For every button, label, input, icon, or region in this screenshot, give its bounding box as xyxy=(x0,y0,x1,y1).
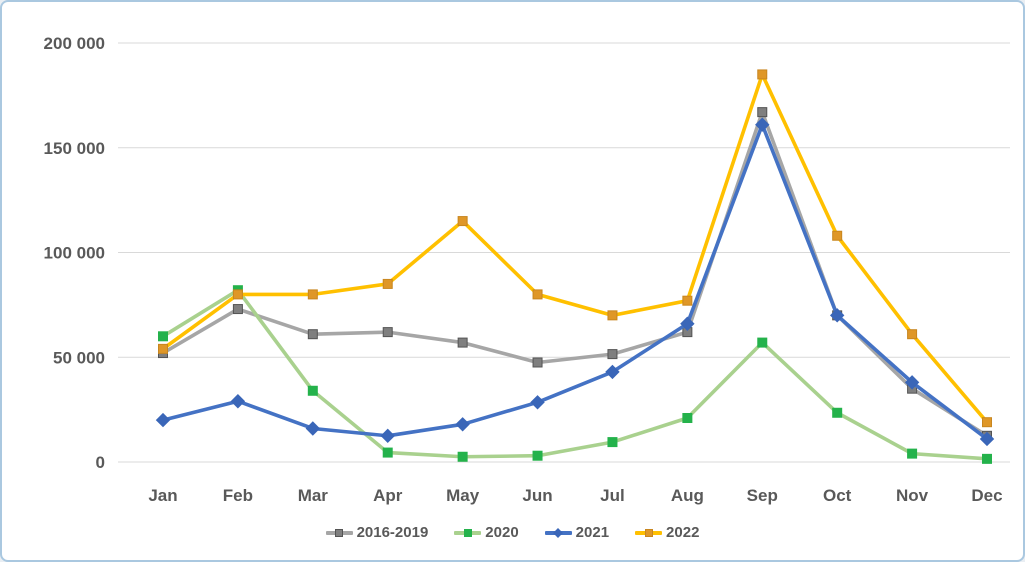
data-point xyxy=(307,385,318,396)
legend-diamond-marker-icon xyxy=(553,527,564,538)
data-point xyxy=(230,394,246,409)
x-tick-label: Jan xyxy=(148,486,177,505)
data-point xyxy=(532,357,543,368)
data-point xyxy=(832,230,843,241)
y-tick-label: 0 xyxy=(96,453,105,472)
data-point xyxy=(158,331,168,342)
data-point xyxy=(979,431,995,447)
legend-item-2020[interactable]: 2020 xyxy=(454,524,519,541)
legend-item-2022[interactable]: 2022 xyxy=(635,524,699,541)
data-point xyxy=(907,329,918,340)
x-tick-label: Dec xyxy=(971,486,1002,505)
series-2020-line xyxy=(161,288,989,461)
y-tick-label: 200 000 xyxy=(44,34,105,53)
data-point xyxy=(682,295,693,306)
data-point xyxy=(158,343,168,354)
data-point xyxy=(530,395,545,410)
data-point xyxy=(829,308,845,323)
legend-line-swatch xyxy=(544,527,572,538)
data-point xyxy=(607,310,618,321)
y-axis-tick-labels: 0 50 000 100 000 150 000 200 000 xyxy=(44,34,105,472)
data-point xyxy=(532,289,543,300)
legend-line-swatch xyxy=(325,528,353,537)
y-tick-label: 50 000 xyxy=(53,348,105,367)
data-point xyxy=(457,451,468,462)
data-point xyxy=(607,437,618,448)
data-point xyxy=(757,337,768,348)
legend-square-marker-icon xyxy=(463,528,472,537)
legend-square-marker-icon xyxy=(644,528,653,537)
data-point xyxy=(605,364,620,380)
data-point xyxy=(155,412,171,428)
legend-label: 2020 xyxy=(485,524,519,541)
legend-label: 2016-2019 xyxy=(356,524,429,541)
data-point xyxy=(457,216,468,227)
x-tick-label: Oct xyxy=(823,486,852,505)
x-tick-label: Jun xyxy=(522,486,552,505)
x-tick-label: Apr xyxy=(373,486,403,505)
data-point xyxy=(305,421,321,436)
y-tick-label: 100 000 xyxy=(44,244,105,263)
data-point xyxy=(832,407,843,418)
data-point xyxy=(907,448,918,459)
series-2022-line xyxy=(161,72,989,424)
data-point xyxy=(982,453,992,464)
y-tick-label: 150 000 xyxy=(44,139,105,158)
x-axis-tick-labels: Jan Feb Mar Apr May Jun Jul Aug Sep Oct Nov Dec xyxy=(148,486,1002,505)
chart-legend: 2016-2019 2020 2021 2022 xyxy=(2,524,1023,541)
data-point xyxy=(755,117,770,132)
data-point xyxy=(232,289,243,300)
plot-area xyxy=(155,69,995,464)
legend-line-swatch xyxy=(635,528,663,537)
legend-square-marker-icon xyxy=(335,528,344,537)
series-2021-line xyxy=(161,122,989,441)
gridlines xyxy=(118,42,1010,463)
data-point xyxy=(982,417,992,428)
data-point xyxy=(682,413,693,424)
legend-label: 2021 xyxy=(575,524,610,541)
data-point xyxy=(757,107,768,118)
data-point xyxy=(607,349,618,360)
x-tick-label: Aug xyxy=(671,486,704,505)
legend-item-2021[interactable]: 2021 xyxy=(544,524,610,541)
data-point xyxy=(457,337,468,348)
data-point xyxy=(680,316,695,331)
data-point xyxy=(757,69,768,80)
data-point xyxy=(380,428,395,444)
data-point xyxy=(382,327,393,338)
data-point xyxy=(904,375,920,390)
x-tick-label: Nov xyxy=(896,486,929,505)
x-tick-label: Mar xyxy=(298,486,329,505)
x-tick-label: Jul xyxy=(600,486,625,505)
data-point xyxy=(382,447,393,458)
data-point xyxy=(307,289,318,300)
x-tick-label: Sep xyxy=(747,486,778,505)
data-point xyxy=(232,304,243,315)
data-point xyxy=(382,278,393,289)
legend-line-swatch xyxy=(454,528,482,537)
data-point xyxy=(455,417,470,432)
data-point xyxy=(307,329,318,340)
x-tick-label: May xyxy=(446,486,480,505)
legend-label: 2022 xyxy=(666,524,700,541)
data-point xyxy=(532,450,543,461)
legend-item-2016-2019[interactable]: 2016-2019 xyxy=(325,524,429,541)
x-tick-label: Feb xyxy=(223,486,253,505)
